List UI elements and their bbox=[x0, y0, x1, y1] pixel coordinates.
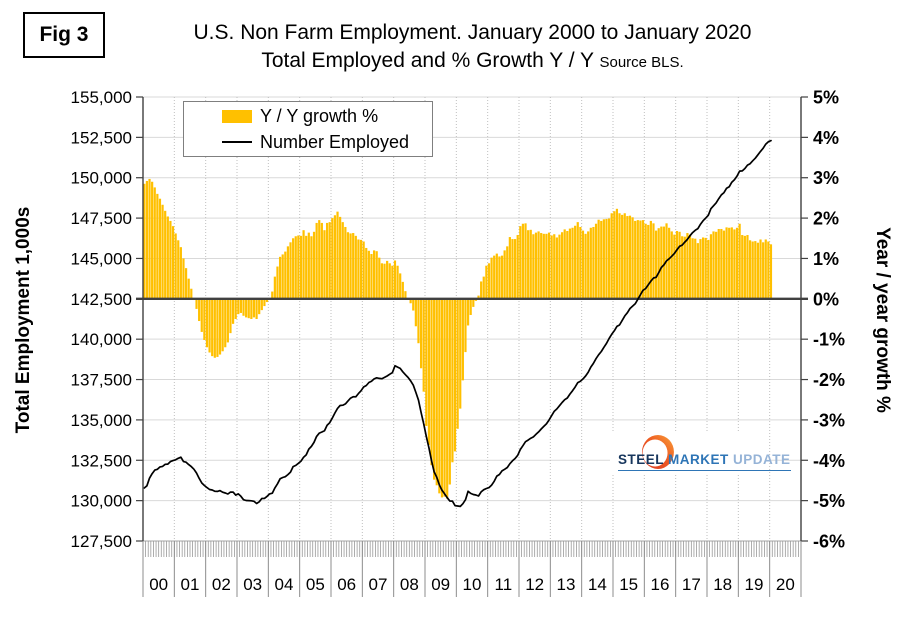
legend: Y / Y growth % Number Employed bbox=[183, 101, 433, 157]
svg-text:01: 01 bbox=[181, 575, 200, 594]
svg-text:-3%: -3% bbox=[813, 410, 845, 430]
svg-text:-5%: -5% bbox=[813, 491, 845, 511]
svg-text:02: 02 bbox=[212, 575, 231, 594]
svg-text:13: 13 bbox=[557, 575, 576, 594]
svg-text:147,500: 147,500 bbox=[71, 209, 132, 228]
svg-text:142,500: 142,500 bbox=[71, 290, 132, 309]
svg-text:17: 17 bbox=[682, 575, 701, 594]
svg-text:-4%: -4% bbox=[813, 451, 845, 471]
logo-text-update: UPDATE bbox=[733, 452, 791, 467]
svg-text:16: 16 bbox=[651, 575, 670, 594]
svg-text:18: 18 bbox=[713, 575, 732, 594]
svg-text:12: 12 bbox=[525, 575, 544, 594]
svg-text:11: 11 bbox=[495, 575, 513, 594]
svg-text:-2%: -2% bbox=[813, 370, 845, 390]
svg-text:137,500: 137,500 bbox=[71, 371, 132, 390]
left-axis-title: Total Employment 1,000s bbox=[13, 206, 34, 434]
svg-text:127,500: 127,500 bbox=[71, 532, 132, 551]
svg-text:14: 14 bbox=[588, 575, 607, 594]
svg-text:5%: 5% bbox=[813, 88, 839, 108]
svg-text:10: 10 bbox=[463, 575, 482, 594]
svg-text:19: 19 bbox=[745, 575, 764, 594]
svg-text:15: 15 bbox=[619, 575, 638, 594]
svg-text:00: 00 bbox=[149, 575, 168, 594]
svg-text:132,500: 132,500 bbox=[71, 451, 132, 470]
chart-subtitle: Total Employed and % Growth Y / Y Source… bbox=[261, 49, 684, 72]
svg-text:20: 20 bbox=[776, 575, 795, 594]
logo-swoosh-icon bbox=[641, 434, 674, 470]
legend-item-employed: Number Employed bbox=[222, 131, 432, 153]
svg-text:140,000: 140,000 bbox=[71, 330, 132, 349]
chart-header: U.S. Non Farm Employment. January 2000 t… bbox=[120, 20, 825, 78]
svg-text:06: 06 bbox=[337, 575, 356, 594]
figure-label-box: Fig 3 bbox=[23, 12, 105, 58]
svg-text:145,000: 145,000 bbox=[71, 249, 132, 268]
svg-text:07: 07 bbox=[369, 575, 388, 594]
svg-text:-1%: -1% bbox=[813, 330, 845, 350]
svg-text:155,000: 155,000 bbox=[71, 88, 132, 107]
svg-text:135,000: 135,000 bbox=[71, 411, 132, 430]
source-note: Source BLS. bbox=[599, 54, 684, 71]
right-axis-title: Year / year growth % bbox=[872, 227, 893, 413]
legend-label-employed: Number Employed bbox=[260, 131, 410, 152]
svg-text:-6%: -6% bbox=[813, 532, 845, 552]
svg-text:3%: 3% bbox=[813, 168, 839, 188]
legend-item-growth: Y / Y growth % bbox=[222, 105, 432, 127]
svg-text:03: 03 bbox=[243, 575, 262, 594]
chart-title: U.S. Non Farm Employment. January 2000 t… bbox=[193, 21, 752, 44]
logo-text: STEEL MARKET UPDATE bbox=[618, 452, 791, 471]
bar-swatch-icon bbox=[222, 109, 252, 123]
logo-text-steel: STEEL bbox=[618, 452, 664, 467]
line-swatch-icon bbox=[222, 141, 252, 143]
legend-label-growth: Y / Y growth % bbox=[260, 105, 379, 126]
svg-text:05: 05 bbox=[306, 575, 325, 594]
svg-text:4%: 4% bbox=[813, 128, 839, 148]
svg-text:150,000: 150,000 bbox=[71, 169, 132, 188]
steel-market-update-logo: STEEL MARKET UPDATE bbox=[610, 431, 791, 475]
svg-text:08: 08 bbox=[400, 575, 419, 594]
svg-text:1%: 1% bbox=[813, 249, 839, 269]
svg-text:130,000: 130,000 bbox=[71, 492, 132, 511]
logo-text-market: MARKET bbox=[668, 452, 729, 467]
svg-text:09: 09 bbox=[431, 575, 450, 594]
figure-label: Fig 3 bbox=[39, 23, 89, 46]
svg-text:0%: 0% bbox=[813, 289, 839, 309]
svg-text:04: 04 bbox=[275, 575, 294, 594]
svg-text:2%: 2% bbox=[813, 209, 839, 229]
svg-text:152,500: 152,500 bbox=[71, 128, 132, 147]
